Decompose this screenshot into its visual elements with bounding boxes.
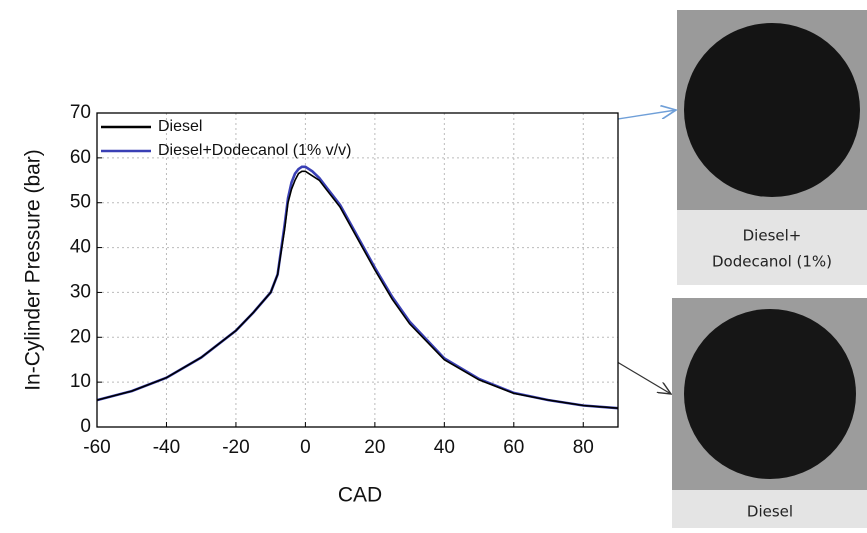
y-tick-label: 10	[70, 371, 91, 392]
photo-label: Diesel+	[743, 227, 802, 245]
photo-label: Diesel	[747, 503, 793, 521]
x-tick-label: 40	[434, 437, 455, 458]
x-tick-label: -40	[153, 437, 180, 458]
y-tick-label: 30	[70, 281, 91, 302]
y-tick-label: 50	[70, 192, 91, 213]
series-line	[96, 170, 619, 409]
x-axis-title: CAD	[338, 484, 382, 507]
label-box	[677, 210, 867, 285]
plot-frame	[96, 112, 619, 428]
photo-label: Dodecanol (1%)	[712, 253, 832, 271]
legend-label: Diesel+Dodecanol (1% v/v)	[158, 142, 351, 159]
x-tick-label: -60	[83, 437, 110, 458]
x-tick-label: 80	[573, 437, 594, 458]
y-tick-label: 40	[70, 237, 91, 258]
sample-disc	[684, 23, 860, 197]
y-tick-label: 60	[70, 147, 91, 168]
label-box	[672, 490, 867, 528]
x-tick-label: 0	[300, 437, 311, 458]
plot-area	[97, 113, 618, 427]
x-tick-label: -20	[222, 437, 249, 458]
y-tick-label: 0	[80, 416, 91, 437]
y-tick-label: 20	[70, 326, 91, 347]
x-tick-label: 20	[364, 437, 385, 458]
x-tick-label: 60	[503, 437, 524, 458]
legend-label: Diesel	[158, 118, 202, 135]
sample-disc	[684, 309, 856, 479]
y-axis-title: In-Cylinder Pressure (bar)	[22, 149, 45, 391]
y-tick-label: 70	[70, 102, 91, 123]
